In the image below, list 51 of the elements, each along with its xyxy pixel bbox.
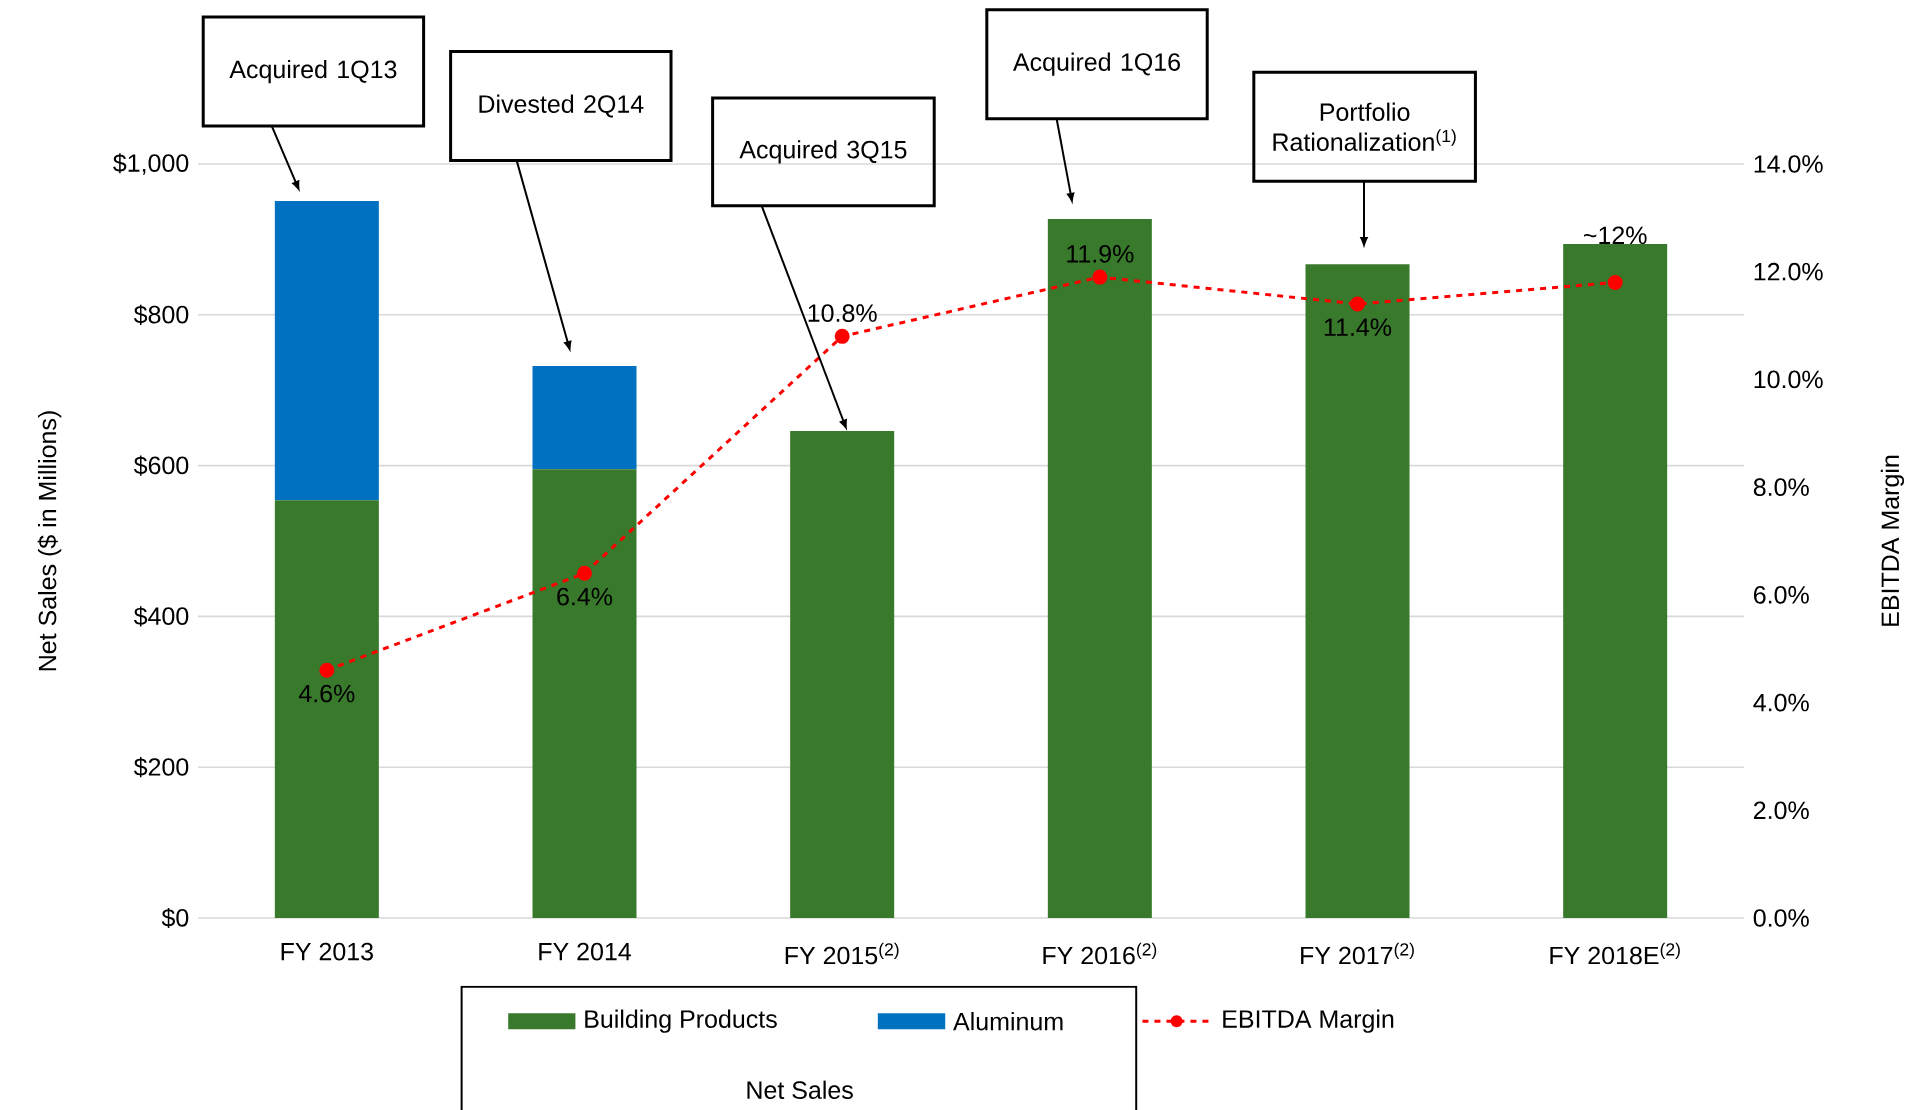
y-tick-label: $1,000 xyxy=(113,153,189,175)
x-tick-label: FY 2015$^{(2)}$ xyxy=(785,942,899,965)
bar xyxy=(1305,264,1410,918)
y-tick-label: $800 xyxy=(133,304,189,325)
data-label: 11.9% xyxy=(1067,245,1134,263)
point xyxy=(834,328,850,344)
data-label: ~12% xyxy=(1583,226,1647,245)
point xyxy=(1607,274,1623,290)
text: Portfolio Rationalization$^{(1)}$ xyxy=(1273,102,1456,151)
y-tick-label: $0 xyxy=(161,907,189,929)
y2-tick-label: 0.0% xyxy=(1753,909,1809,927)
x-tick-label: FY 2013 xyxy=(281,942,373,961)
y2-tick-label: 12.0% xyxy=(1754,262,1823,281)
point xyxy=(1350,296,1366,312)
legend-title: Net Sales xyxy=(747,1080,853,1099)
y-axis-title: Net Sales ($ in Millions) xyxy=(37,411,62,671)
text: Divested 2Q14 xyxy=(479,94,644,118)
data-label: 11.4% xyxy=(1324,318,1392,336)
x-tick-label: FY 2016$^{(2)}$ xyxy=(1043,942,1157,965)
y2-tick-label: 14.0% xyxy=(1754,155,1823,173)
data-label: 10.8% xyxy=(808,304,877,322)
text: Acquired 3Q15 xyxy=(739,140,907,164)
text: Acquired 1Q13 xyxy=(229,59,397,84)
point xyxy=(577,565,593,581)
legend-label: Building Products xyxy=(585,1009,777,1033)
y-tick-label: $400 xyxy=(133,606,189,627)
y2-tick-label: 10.0% xyxy=(1754,370,1823,389)
legend-label: Aluminum xyxy=(953,1012,1063,1031)
x-tick-label: FY 2018E$^{(2)}$ xyxy=(1550,942,1680,965)
bar xyxy=(1563,243,1668,918)
bar xyxy=(532,469,637,918)
y2-tick-label: 8.0% xyxy=(1753,478,1809,496)
y2-tick-label: 2.0% xyxy=(1754,801,1809,820)
y-tick-label: $600 xyxy=(133,455,189,476)
bar xyxy=(532,366,637,470)
x-tick-label: FY 2014 xyxy=(539,942,631,961)
data-label: 4.6% xyxy=(298,684,355,703)
bar xyxy=(1047,219,1152,918)
bar xyxy=(274,200,379,501)
y-tick-label: $200 xyxy=(133,757,189,778)
text: Acquired 1Q16 xyxy=(1013,52,1180,76)
y2-tick-label: 4.0% xyxy=(1753,693,1809,712)
x-tick-label: FY 2017$^{(2)}$ xyxy=(1301,942,1414,965)
data-label: 6.4% xyxy=(557,587,613,606)
point xyxy=(1092,269,1108,285)
y2-axis-title: EBITDA Margin xyxy=(1880,455,1905,626)
bar xyxy=(790,430,895,918)
point xyxy=(319,662,335,678)
y2-tick-label: 6.0% xyxy=(1754,586,1809,604)
legend-label: EBITDA Margin xyxy=(1223,1009,1394,1033)
bar xyxy=(274,500,379,918)
